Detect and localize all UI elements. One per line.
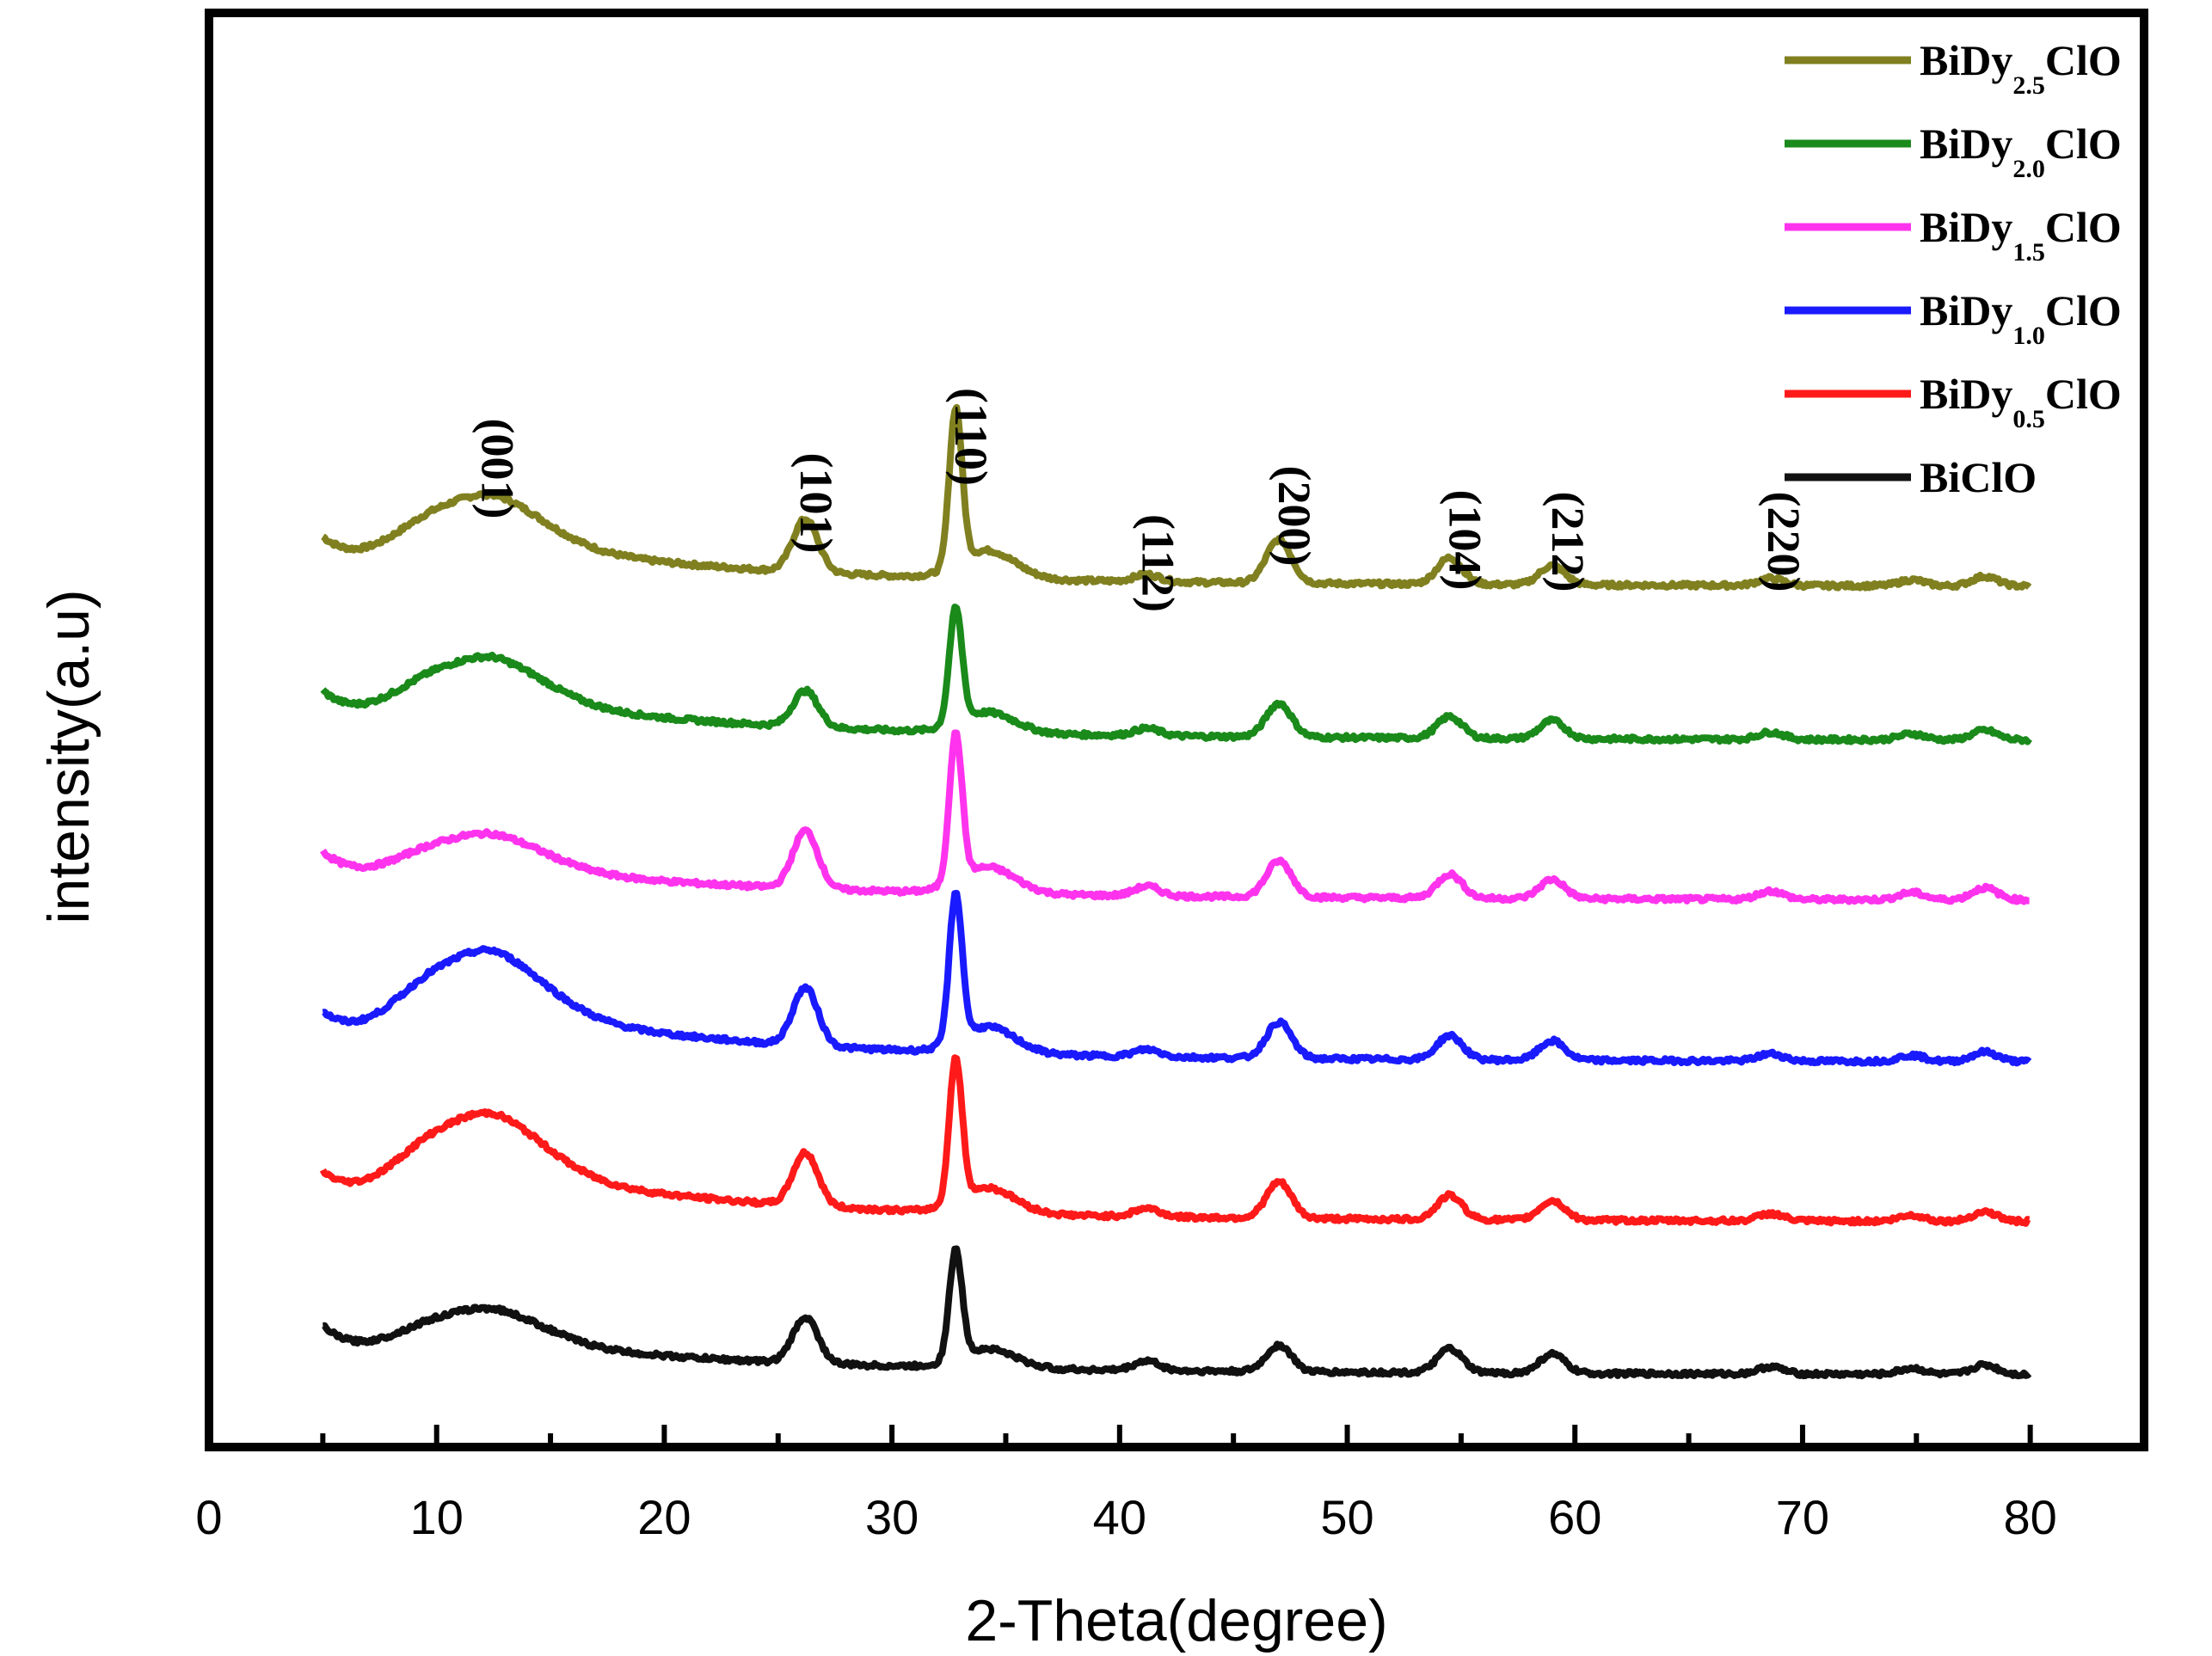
series-line (319, 1054, 2031, 1227)
series-line (321, 403, 2032, 592)
legend-label: BiDy1.5ClO (1920, 203, 2122, 267)
peak-label: (220) (1758, 492, 1810, 592)
series-line (321, 889, 2032, 1067)
x-tick-label: 0 (195, 1490, 222, 1544)
legend-label: BiDy2.5ClO (1920, 36, 2122, 100)
peak-label: (112) (1132, 514, 1183, 612)
x-tick-label: 50 (1320, 1490, 1373, 1544)
series-line (320, 604, 2032, 745)
x-axis-ticks: 0 10 20 30 40 50 60 70 80 (195, 1425, 2147, 1544)
legend-label: BiDy1.0ClO (1920, 286, 2122, 350)
x-tick-label: 60 (1548, 1490, 1601, 1544)
x-tick-label: 70 (1776, 1490, 1829, 1544)
legend-label: BiDy2.0ClO (1920, 120, 2122, 183)
x-tick-label: 20 (637, 1490, 691, 1544)
peak-label: (101) (790, 453, 842, 554)
x-tick-label: 10 (410, 1490, 464, 1544)
x-tick-label: 30 (865, 1490, 919, 1544)
plot-frame (205, 9, 2148, 1451)
x-axis-title: 2-Theta(degree) (965, 1588, 1387, 1653)
series-line (321, 1245, 2032, 1380)
legend-label: BiClO (1920, 453, 2037, 501)
series-line (319, 729, 2031, 905)
legend: BiDy2.5ClO BiDy2.0ClO BiDy1.5ClO BiDy1.0ClO… (1785, 36, 2122, 501)
peak-label: (212) (1542, 492, 1594, 592)
x-tick-label: 40 (1093, 1490, 1146, 1544)
x-tick-label: 80 (2003, 1490, 2056, 1544)
peak-label: (110) (945, 388, 997, 486)
legend-label: BiDy0.5ClO (1920, 370, 2122, 433)
y-axis-title: intensity(a.u) (36, 589, 101, 923)
peak-label: (200) (1269, 466, 1320, 567)
peak-label: (001) (472, 419, 524, 519)
peak-label: (104) (1440, 490, 1491, 591)
series-layer (319, 403, 2032, 1380)
peak-labels: (001) (101) (110) (112) (200) (104) (212) (220) (472, 388, 1810, 612)
